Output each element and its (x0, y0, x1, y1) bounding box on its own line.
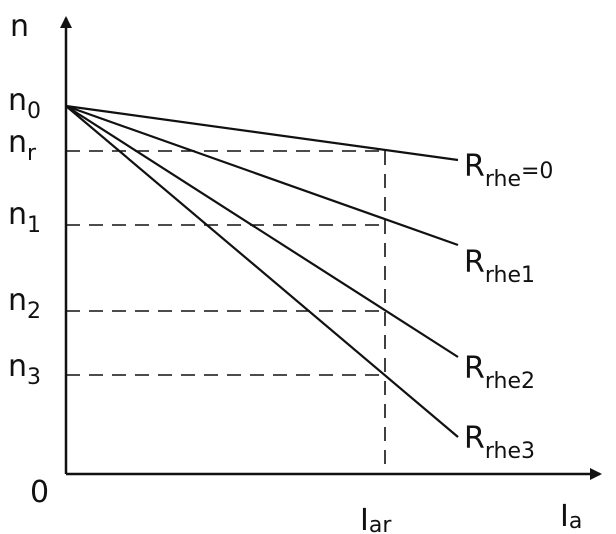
label-n2: n2 (8, 283, 41, 324)
curve-r2 (65, 105, 459, 358)
x-axis-symbol: Ia (560, 499, 582, 534)
curve-label-r1: Rrhe1 (464, 245, 535, 288)
curve-r0 (65, 104, 459, 162)
label-iar: Iar (360, 503, 392, 534)
curve-label-r2: Rrhe2 (464, 351, 535, 394)
label-nr: nr (8, 125, 37, 166)
label-n1: n1 (8, 197, 41, 238)
origin-label: 0 (30, 475, 49, 510)
curve-r3 (65, 105, 459, 438)
curve-label-r3: Rrhe3 (464, 421, 535, 464)
label-n3: n3 (8, 349, 41, 390)
curve-label-r0: Rrhe=0 (464, 149, 553, 192)
curve-r1 (65, 104, 459, 247)
label-n0: n0 (8, 83, 41, 124)
y-axis-symbol: n (10, 9, 29, 44)
